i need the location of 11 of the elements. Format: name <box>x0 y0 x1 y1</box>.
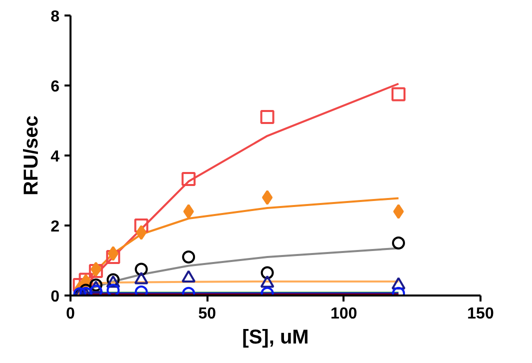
x-tick-label: 0 <box>66 306 76 322</box>
x-tick-label: 150 <box>467 306 494 322</box>
x-tick-label: 100 <box>330 306 358 322</box>
x-axis-title: [S], uM <box>242 326 309 348</box>
y-axis-title: RFU/sec <box>20 115 43 196</box>
y-tick-label: 6 <box>50 78 60 96</box>
y-tick-label: 8 <box>50 8 60 26</box>
y-tick-label: 2 <box>50 218 60 236</box>
y-tick-label: 0 <box>50 288 60 306</box>
x-tick-label: 50 <box>198 306 216 322</box>
y-tick-label: 4 <box>50 148 60 166</box>
